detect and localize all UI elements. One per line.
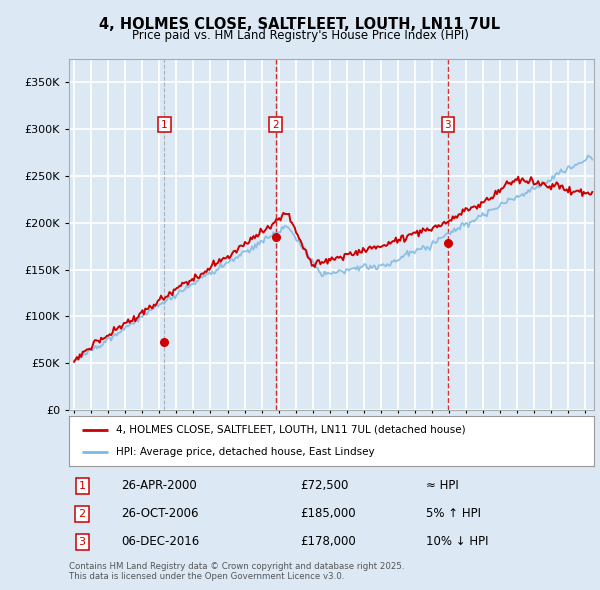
Text: 1: 1 [161, 120, 168, 130]
Text: Price paid vs. HM Land Registry's House Price Index (HPI): Price paid vs. HM Land Registry's House … [131, 30, 469, 42]
Text: HPI: Average price, detached house, East Lindsey: HPI: Average price, detached house, East… [116, 447, 375, 457]
Text: 10% ↓ HPI: 10% ↓ HPI [426, 535, 488, 548]
Text: 26-APR-2000: 26-APR-2000 [121, 480, 197, 493]
Text: 4, HOLMES CLOSE, SALTFLEET, LOUTH, LN11 7UL: 4, HOLMES CLOSE, SALTFLEET, LOUTH, LN11 … [100, 17, 500, 31]
Text: 5% ↑ HPI: 5% ↑ HPI [426, 507, 481, 520]
Text: 26-OCT-2006: 26-OCT-2006 [121, 507, 199, 520]
Text: 1: 1 [79, 481, 86, 491]
Text: 3: 3 [79, 537, 86, 547]
Text: 4, HOLMES CLOSE, SALTFLEET, LOUTH, LN11 7UL (detached house): 4, HOLMES CLOSE, SALTFLEET, LOUTH, LN11 … [116, 425, 466, 435]
Text: 3: 3 [445, 120, 451, 130]
Text: 2: 2 [272, 120, 279, 130]
Text: ≈ HPI: ≈ HPI [426, 480, 459, 493]
Text: 06-DEC-2016: 06-DEC-2016 [121, 535, 200, 548]
Text: £72,500: £72,500 [300, 480, 349, 493]
Text: Contains HM Land Registry data © Crown copyright and database right 2025.
This d: Contains HM Land Registry data © Crown c… [69, 562, 404, 581]
Text: £185,000: £185,000 [300, 507, 356, 520]
Text: £178,000: £178,000 [300, 535, 356, 548]
Text: 2: 2 [79, 509, 86, 519]
